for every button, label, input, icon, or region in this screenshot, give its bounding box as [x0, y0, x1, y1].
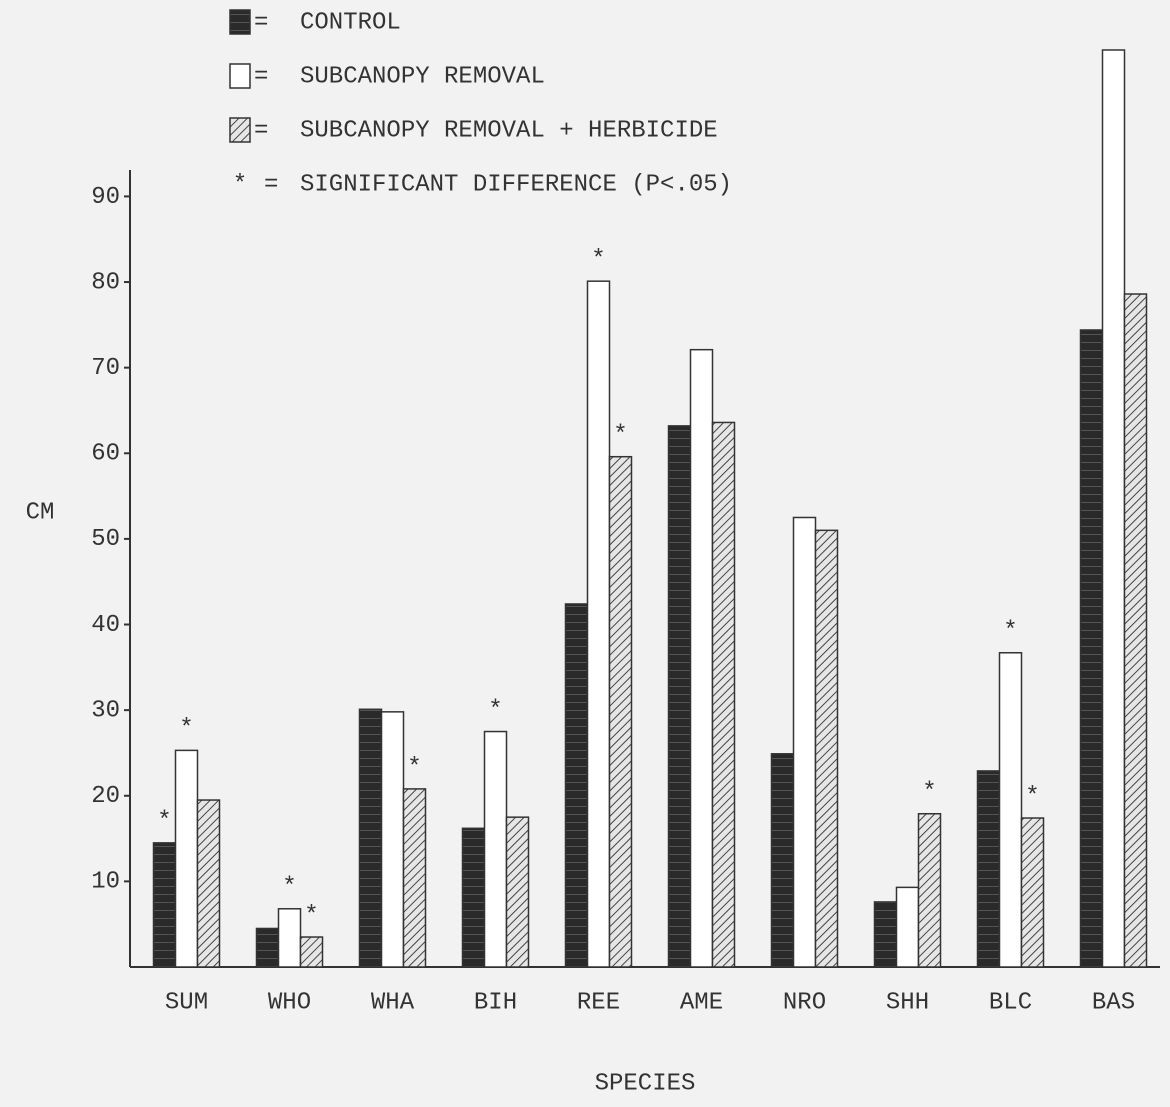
bar — [483, 730, 508, 968]
x-tick-label: SHH — [886, 989, 929, 1016]
bar — [917, 812, 942, 968]
x-tick-label: NRO — [783, 989, 826, 1016]
significance-marker: * — [1025, 783, 1039, 810]
significance-marker: * — [157, 808, 171, 835]
bar — [255, 927, 280, 968]
y-tick-label: 60 — [91, 441, 120, 468]
bar — [895, 886, 920, 968]
significance-marker: * — [179, 716, 193, 743]
x-tick-label: BAS — [1092, 989, 1135, 1016]
legend-label: SIGNIFICANT DIFFERENCE (P<.05) — [300, 171, 732, 198]
y-axis-label: CM — [26, 499, 55, 526]
legend-symbol: * — [233, 171, 247, 198]
legend-separator: = — [254, 9, 268, 36]
legend-swatch — [229, 9, 251, 35]
legend-separator: = — [254, 63, 268, 90]
x-tick-label: AME — [680, 989, 723, 1016]
legend-swatch — [229, 117, 251, 143]
bar — [505, 816, 530, 968]
legend-swatch — [229, 63, 251, 89]
bar — [1079, 329, 1104, 968]
bar — [586, 280, 611, 968]
y-tick-label: 80 — [91, 269, 120, 296]
bar — [358, 708, 383, 968]
bar — [277, 908, 302, 968]
legend-label: SUBCANOPY REMOVAL — [300, 63, 545, 90]
bar — [1123, 293, 1148, 968]
significance-marker: * — [304, 902, 318, 929]
bar — [152, 842, 177, 968]
significance-marker: * — [1003, 618, 1017, 645]
bar — [998, 652, 1023, 968]
significance-marker: * — [488, 697, 502, 724]
bar — [196, 799, 221, 968]
bar — [380, 711, 405, 968]
significance-marker: * — [922, 779, 936, 806]
significance-marker: * — [591, 247, 605, 274]
bar — [814, 529, 839, 968]
bar — [770, 753, 795, 968]
x-tick-label: SUM — [165, 989, 208, 1016]
y-tick-label: 90 — [91, 184, 120, 211]
y-tick-label: 40 — [91, 612, 120, 639]
bar — [461, 827, 486, 968]
x-tick-label: REE — [577, 989, 620, 1016]
y-tick-label: 50 — [91, 526, 120, 553]
x-tick-label: WHO — [268, 989, 311, 1016]
x-axis-label: SPECIES — [595, 1070, 696, 1097]
significance-marker: * — [407, 754, 421, 781]
legend-label: CONTROL — [300, 9, 401, 36]
bar — [608, 455, 633, 968]
bar — [564, 603, 589, 968]
bar — [402, 788, 427, 968]
x-tick-label: BLC — [989, 989, 1032, 1016]
significance-marker: * — [613, 422, 627, 449]
y-tick-label: 30 — [91, 697, 120, 724]
bar — [976, 770, 1001, 968]
legend-separator: = — [254, 117, 268, 144]
bar — [792, 516, 817, 968]
y-tick-label: 10 — [91, 869, 120, 896]
x-tick-label: WHA — [371, 989, 415, 1016]
legend-label: SUBCANOPY REMOVAL + HERBICIDE — [300, 117, 718, 144]
bar — [667, 425, 692, 968]
y-tick-label: 20 — [91, 783, 120, 810]
significance-marker: * — [282, 874, 296, 901]
legend-separator: = — [264, 171, 278, 198]
bar — [174, 749, 199, 968]
bar — [1020, 817, 1045, 968]
y-tick-label: 70 — [91, 355, 120, 382]
bar — [1101, 49, 1126, 968]
bar — [299, 936, 324, 968]
bar — [711, 421, 736, 968]
x-tick-label: BIH — [474, 989, 517, 1016]
bar — [873, 901, 898, 968]
bar — [689, 348, 714, 968]
